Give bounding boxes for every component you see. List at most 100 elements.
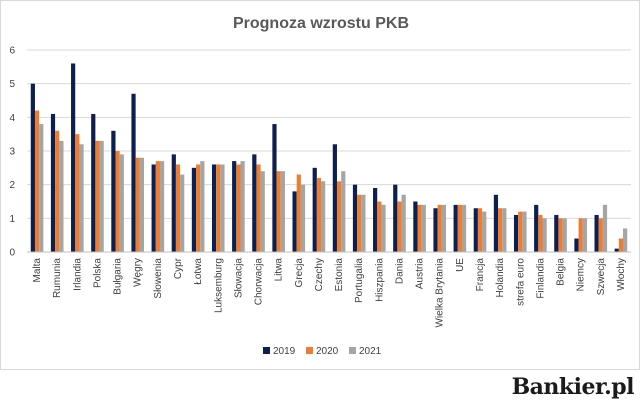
bar-2021 <box>522 211 527 252</box>
bar-2021 <box>502 208 507 252</box>
bar-2021 <box>200 161 205 252</box>
x-tick-label: Estonia <box>334 258 345 292</box>
bar-2021 <box>401 194 406 252</box>
legend-label: 2019 <box>273 346 296 357</box>
bar-2020 <box>115 151 120 252</box>
x-tick-label: Szwecja <box>596 258 607 296</box>
x-tick-label: Słowenia <box>153 258 164 299</box>
x-tick-label: Finlandia <box>535 258 546 299</box>
x-tick-label: Słowacja <box>233 258 244 298</box>
bar-2020 <box>155 161 160 252</box>
chart-frame: Prognoza wzrostu PKB 0 1 2 3 4 5 6 Malta Rumuni… <box>0 0 640 370</box>
x-tick-label: Luksemburg <box>213 258 224 313</box>
bar-2021 <box>623 228 628 252</box>
bar-2021 <box>441 204 447 252</box>
bar-2019 <box>71 63 76 252</box>
bar-2019 <box>393 184 398 252</box>
bar-2020 <box>175 164 181 252</box>
y-tick-label: 1 <box>9 214 15 225</box>
bar-2019 <box>413 201 418 252</box>
x-tick-label: Włochy <box>616 258 627 291</box>
bar-2019 <box>614 248 619 252</box>
bar-2020 <box>196 164 201 252</box>
bar-2021 <box>381 204 386 252</box>
bar-2021 <box>240 161 245 252</box>
legend: 2019 2020 2021 <box>263 346 382 357</box>
y-tick-label: 2 <box>9 180 15 191</box>
bar-2019 <box>453 204 458 252</box>
bar-2020 <box>618 238 624 252</box>
bar-2019 <box>232 161 237 252</box>
bar-2019 <box>211 164 217 252</box>
bankier-logo: Bankier.pl <box>511 374 635 400</box>
x-tick-label: UE <box>455 258 466 272</box>
y-axis-ticks: 0 1 2 3 4 5 6 <box>9 46 15 259</box>
bar-2020 <box>135 157 140 252</box>
bar-2020 <box>498 208 503 252</box>
bar-2021 <box>280 171 285 252</box>
bar-2019 <box>191 167 197 252</box>
bar-2019 <box>50 113 56 252</box>
bar-2019 <box>493 194 499 252</box>
bar-2021 <box>139 157 145 252</box>
bar-2021 <box>461 204 467 252</box>
bar-2020 <box>75 134 80 252</box>
bar-2021 <box>602 204 608 252</box>
y-tick-label: 0 <box>9 248 15 259</box>
bar-2021 <box>99 140 104 252</box>
bar-2021 <box>582 218 587 252</box>
x-tick-label: Dania <box>394 258 405 285</box>
bar-2020 <box>558 218 563 252</box>
legend-swatch-2021 <box>349 347 356 354</box>
bar-2021 <box>39 124 44 252</box>
bar-2020 <box>397 201 402 252</box>
bar-2020 <box>437 204 442 252</box>
bar-2019 <box>131 93 136 253</box>
x-tick-label: Rumunia <box>52 258 63 298</box>
bar-2019 <box>554 214 559 252</box>
bar-2020 <box>377 201 382 252</box>
bar-2020 <box>457 204 462 252</box>
gdp-forecast-chart: Prognoza wzrostu PKB 0 1 2 3 4 5 6 Malta Rumuni… <box>9 15 631 357</box>
bar-2020 <box>95 140 100 252</box>
bar-2019 <box>111 130 116 252</box>
gridlines <box>27 49 631 219</box>
x-tick-label: Holandia <box>495 258 506 298</box>
y-tick-label: 4 <box>9 113 15 124</box>
bar-2019 <box>332 144 337 252</box>
bar-2019 <box>433 208 438 252</box>
bar-2019 <box>272 124 277 252</box>
bar-2020 <box>336 181 342 252</box>
bar-2019 <box>352 184 358 252</box>
x-tick-label: Polska <box>92 258 103 288</box>
bar-2020 <box>256 164 261 252</box>
bar-2019 <box>513 214 519 252</box>
bar-2020 <box>518 211 523 252</box>
bars <box>30 63 628 253</box>
legend-swatch-2019 <box>263 347 270 354</box>
bar-2020 <box>296 174 301 252</box>
bar-2019 <box>574 238 579 252</box>
bar-2021 <box>79 144 84 252</box>
bar-2021 <box>220 164 225 252</box>
y-tick-label: 5 <box>9 79 15 90</box>
x-tick-label: Węgry <box>133 258 144 287</box>
bar-2019 <box>171 154 176 252</box>
bar-2019 <box>292 191 297 252</box>
bar-2020 <box>276 171 281 252</box>
y-tick-label: 6 <box>9 46 15 57</box>
bar-2020 <box>316 177 322 252</box>
x-tick-label: Niemcy <box>576 258 587 291</box>
bar-2021 <box>180 174 185 252</box>
bar-2021 <box>361 194 366 252</box>
bar-2020 <box>357 194 362 252</box>
bar-2020 <box>598 218 603 252</box>
bar-2019 <box>594 214 599 252</box>
bar-2020 <box>477 208 483 252</box>
bar-2021 <box>482 211 487 252</box>
x-tick-label: Czechy <box>314 258 325 291</box>
legend-swatch-2020 <box>306 347 313 354</box>
bar-2021 <box>542 218 547 252</box>
x-tick-label: Grecja <box>294 258 305 288</box>
bar-2019 <box>373 188 378 252</box>
